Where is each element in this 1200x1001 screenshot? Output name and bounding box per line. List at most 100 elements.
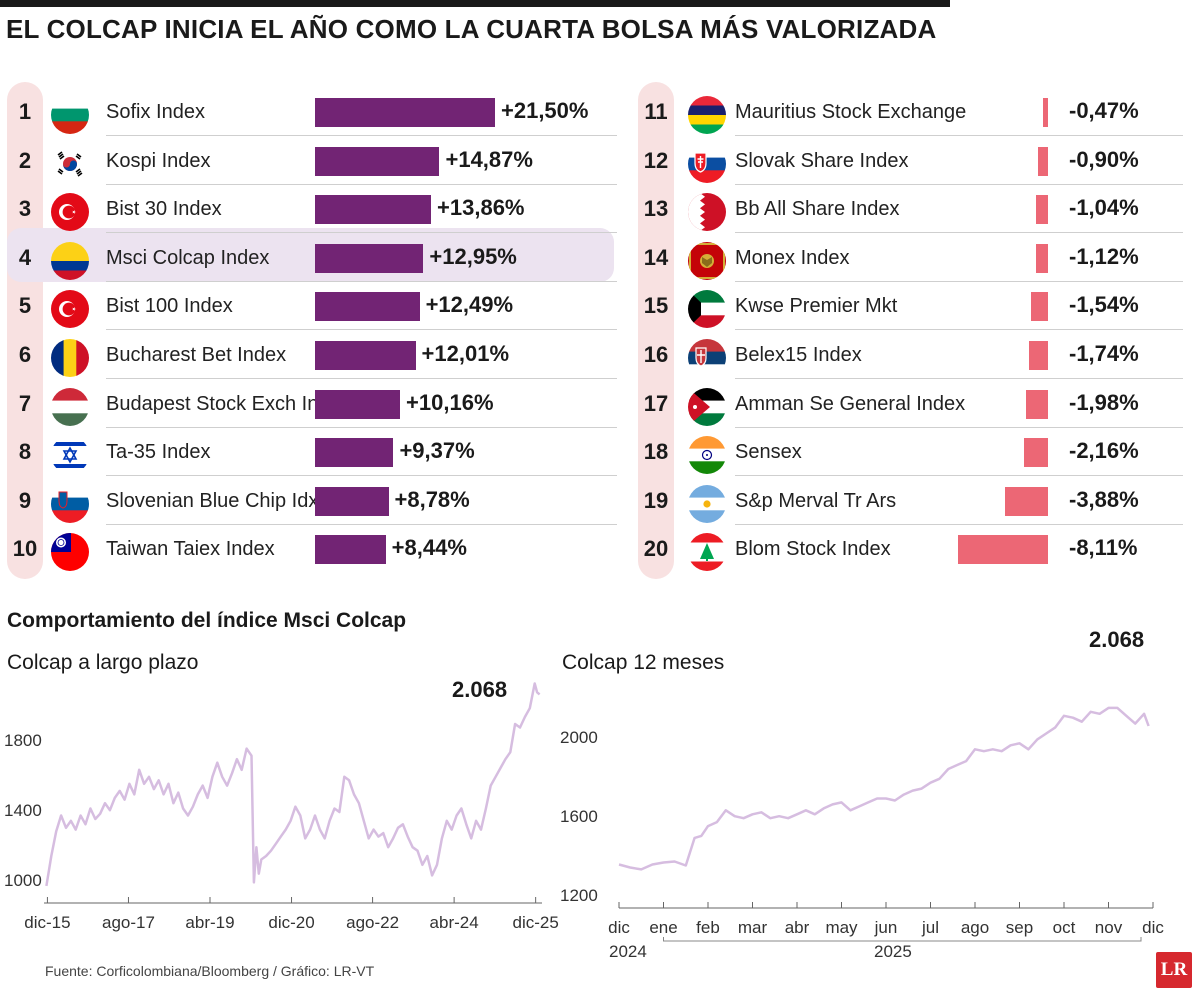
lebanon-flag-icon xyxy=(688,533,726,572)
value-bar xyxy=(315,341,416,370)
x-tick-label: ago-22 xyxy=(346,913,400,932)
x-tick-label: abr xyxy=(784,918,810,937)
value-label: +9,37% xyxy=(399,438,475,464)
value-bar xyxy=(315,243,424,273)
bulgaria-flag-icon xyxy=(51,96,89,134)
rank-number: 19 xyxy=(643,487,669,513)
value-bar xyxy=(1038,146,1048,176)
row-divider xyxy=(735,523,1183,525)
value-bar xyxy=(315,292,420,322)
index-name: Msci Colcap Index xyxy=(106,246,270,269)
rank-number: 3 xyxy=(18,196,32,222)
ranking-row: 1 Sofix Index +21,50% xyxy=(7,88,627,136)
index-name: Blom Stock Index xyxy=(735,538,891,561)
ranking-row: 17 Amman Se General Index -1,98% xyxy=(638,380,1193,428)
row-divider xyxy=(735,378,1183,379)
row-divider xyxy=(735,232,1183,234)
row-divider xyxy=(106,280,617,282)
series-line xyxy=(45,682,541,887)
source-note: Fuente: Corficolombiana/Bloomberg / Gráf… xyxy=(45,963,375,979)
ranking-row: 15 Kwse Premier Mkt -1,54% xyxy=(638,282,1193,331)
index-name: Bist 30 Index xyxy=(106,198,222,221)
ranking-row: 13 Bb All Share Index -1,04% xyxy=(638,185,1193,234)
ranking-row: 9 Slovenian Blue Chip Idx +8,78% xyxy=(7,477,627,525)
year-label: 2024 xyxy=(609,942,647,961)
turkey-flag-icon xyxy=(51,193,89,232)
value-label: -2,16% xyxy=(1069,438,1139,464)
chart-title-12-months: Colcap 12 meses xyxy=(562,651,725,674)
row-divider xyxy=(735,329,1183,331)
row-divider xyxy=(106,232,617,234)
value-label: +14,87% xyxy=(445,146,533,172)
ranking-row: 8 Ta-35 Index +9,37% xyxy=(7,428,627,477)
rank-number: 2 xyxy=(18,147,32,173)
ranking-row: 18 Sensex -2,16% xyxy=(638,428,1193,477)
x-tick-label: dic-20 xyxy=(268,913,315,932)
y-tick-label: 1200 xyxy=(560,886,598,905)
top-rule xyxy=(0,0,950,7)
value-bar xyxy=(315,146,440,176)
south-korea-flag-icon xyxy=(51,144,89,183)
row-divider xyxy=(106,523,617,525)
x-tick-label: dic-15 xyxy=(24,913,71,932)
value-bar xyxy=(1028,341,1048,370)
value-bar xyxy=(958,535,1048,565)
chart-title-long-term: Colcap a largo plazo xyxy=(7,651,199,674)
x-tick-label: dic xyxy=(608,918,630,937)
ranking-row: 14 Monex Index -1,12% xyxy=(638,234,1193,282)
rank-number: 14 xyxy=(643,244,669,270)
value-label: +12,01% xyxy=(421,341,510,366)
index-name: Kospi Index xyxy=(106,149,211,172)
x-tick-label: dic xyxy=(1142,918,1164,937)
rank-number: 17 xyxy=(643,390,669,416)
rank-number: 10 xyxy=(12,536,38,562)
row-divider xyxy=(735,135,1183,136)
lr-logo: LR xyxy=(1156,952,1192,988)
x-tick-label: nov xyxy=(1094,918,1123,937)
x-tick-label: sep xyxy=(1005,918,1034,937)
y-tick-label: 2000 xyxy=(560,728,598,748)
value-label: -1,12% xyxy=(1069,243,1139,269)
ranking-row: 6 Bucharest Bet Index +12,01% xyxy=(7,331,627,379)
value-label: -1,04% xyxy=(1069,195,1139,221)
x-tick-label: mar xyxy=(737,918,768,937)
kuwait-flag-icon xyxy=(688,290,726,329)
slovenia-flag-icon xyxy=(51,484,89,523)
value-label: +12,95% xyxy=(429,243,517,269)
value-bar xyxy=(1026,389,1048,419)
value-bar xyxy=(1036,195,1048,225)
y-tick-label: 1600 xyxy=(560,807,598,827)
india-flag-icon xyxy=(688,436,726,475)
section-subtitle: Comportamiento del índice Msci Colcap xyxy=(7,609,407,632)
index-name: Sofix Index xyxy=(106,101,205,123)
value-bar xyxy=(1042,98,1048,127)
colcap-highlight xyxy=(7,228,614,282)
ranking-row: 4 Msci Colcap Index +12,95% xyxy=(7,234,627,282)
x-tick-label: oct xyxy=(1052,918,1076,937)
value-label: -8,11% xyxy=(1069,535,1138,561)
rank-column-right xyxy=(638,82,674,579)
index-name: Bb All Share Index xyxy=(735,198,900,221)
rank-number: 4 xyxy=(18,244,32,270)
row-divider xyxy=(735,426,1183,428)
value-bar xyxy=(1004,486,1048,516)
value-bar xyxy=(1030,292,1048,322)
x-tick-label: jun xyxy=(874,918,898,937)
value-bar xyxy=(315,98,495,127)
index-name: Slovak Share Index xyxy=(735,149,909,172)
row-divider xyxy=(735,475,1183,477)
taiwan-flag-icon xyxy=(51,533,89,572)
ranking-row: 7 Budapest Stock Exch Ind +10,16% xyxy=(7,380,627,428)
rank-number: 5 xyxy=(18,293,32,319)
ranking-row: 19 S&p Merval Tr Ars -3,88% xyxy=(638,477,1193,525)
rank-column-left xyxy=(7,82,43,579)
ranking-row: 16 Belex15 Index -1,74% xyxy=(638,331,1193,379)
ranking-row: 11 Mauritius Stock Exchange -0,47% xyxy=(638,88,1193,136)
index-name: Kwse Premier Mkt xyxy=(735,295,898,318)
value-label: +8,44% xyxy=(391,535,467,561)
row-divider xyxy=(735,183,1183,185)
turkey-flag-icon xyxy=(51,290,89,329)
index-name: Mauritius Stock Exchange xyxy=(735,101,967,123)
row-divider xyxy=(106,475,617,477)
mauritius-flag-icon xyxy=(688,96,726,134)
